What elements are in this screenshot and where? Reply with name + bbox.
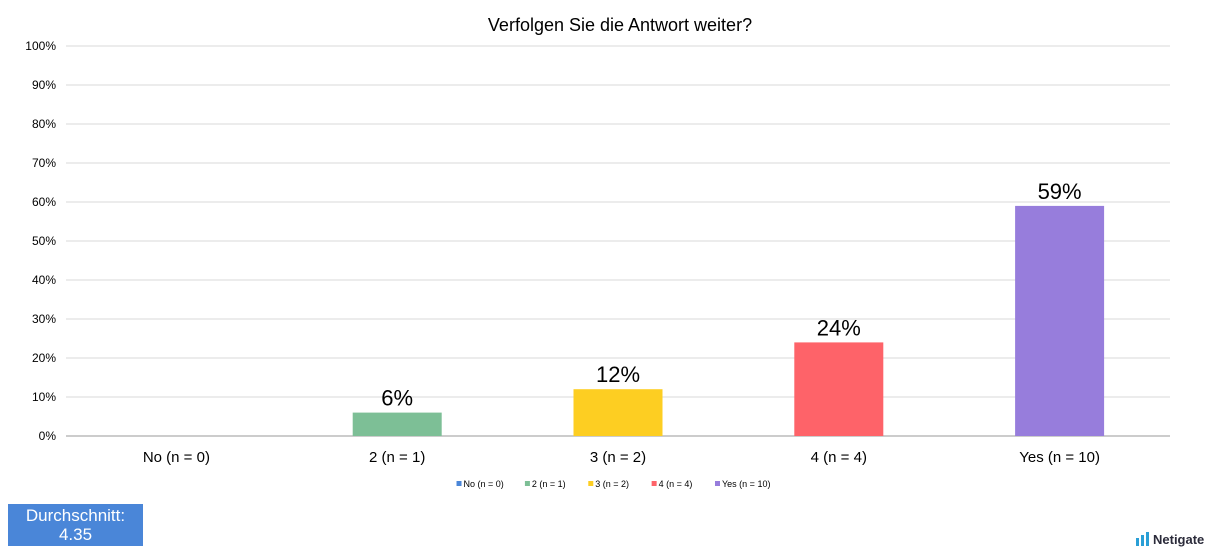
legend-label: 4 (n = 4)	[659, 479, 693, 489]
legend-label: 2 (n = 1)	[532, 479, 566, 489]
bar	[1015, 205, 1105, 436]
legend-label: 3 (n = 2)	[595, 479, 629, 489]
y-tick-label: 70%	[32, 156, 56, 170]
brand-logo: Netigate	[1136, 529, 1204, 549]
y-tick-label: 40%	[32, 273, 56, 287]
data-label: 6%	[381, 386, 413, 411]
y-tick-label: 10%	[32, 390, 56, 404]
y-tick-label: 90%	[32, 78, 56, 92]
x-tick-label: 2 (n = 1)	[369, 449, 425, 466]
average-value: 4.35	[58, 525, 93, 544]
y-tick-label: 20%	[32, 351, 56, 365]
legend-label: No (n = 0)	[464, 479, 504, 489]
y-tick-label: 60%	[32, 195, 56, 209]
legend-swatch	[651, 481, 657, 486]
bar	[352, 412, 442, 436]
legend-swatch	[456, 481, 462, 486]
bar	[794, 342, 884, 436]
y-tick-label: 80%	[32, 117, 56, 131]
bar-chart: Verfolgen Sie die Antwort weiter? 0% 10% 2…	[25, 15, 1170, 489]
data-label: 24%	[817, 315, 861, 340]
y-tick-label: 50%	[32, 234, 56, 248]
y-tick-label: 30%	[32, 312, 56, 326]
y-tick-label: 100%	[25, 39, 56, 53]
brand-name: Netigate	[1153, 531, 1205, 547]
x-tick-label: 4 (n = 4)	[811, 449, 867, 466]
x-tick-label: Yes (n = 10)	[1019, 449, 1100, 466]
bar-logo-icon	[1136, 532, 1149, 546]
x-tick-label: No (n = 0)	[143, 449, 210, 466]
bar	[573, 389, 663, 436]
chart-title: Verfolgen Sie die Antwort weiter?	[488, 15, 752, 35]
average-box: Durchschnitt: 4.35	[8, 504, 143, 546]
legend-label: Yes (n = 10)	[722, 479, 770, 489]
legend-swatch	[588, 481, 594, 486]
data-label: 59%	[1038, 179, 1082, 204]
data-label: 12%	[596, 362, 640, 387]
x-tick-label: 3 (n = 2)	[590, 449, 646, 466]
average-label: Durchschnitt:	[25, 506, 126, 525]
legend-swatch	[715, 481, 720, 486]
y-tick-label: 0%	[39, 429, 57, 443]
legend-swatch	[524, 481, 530, 486]
